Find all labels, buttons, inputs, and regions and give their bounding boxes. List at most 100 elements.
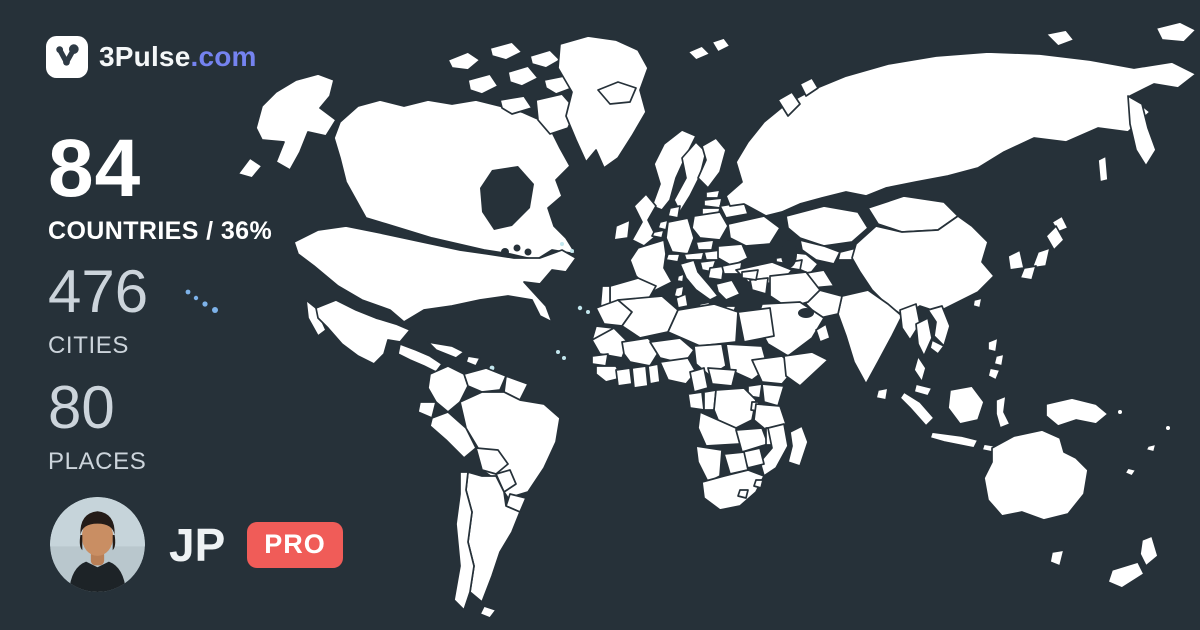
country-russia[interactable] <box>1127 95 1157 167</box>
country-serbia[interactable] <box>707 265 725 281</box>
country-belgium[interactable] <box>651 229 665 239</box>
country-canada-islands[interactable] <box>529 49 561 69</box>
country-cambodia[interactable] <box>929 339 945 355</box>
country-kenya[interactable] <box>761 383 785 407</box>
country-namibia[interactable] <box>695 445 723 483</box>
country-java[interactable] <box>929 431 979 449</box>
country-new-siberian[interactable] <box>1045 29 1075 47</box>
country-ecuador[interactable] <box>417 401 437 419</box>
country-azores[interactable] <box>560 242 564 246</box>
country-alaska[interactable] <box>255 73 337 171</box>
country-tasmania[interactable] <box>1049 549 1065 567</box>
country-new-zealand[interactable] <box>1139 535 1159 567</box>
country-canada-islands[interactable] <box>507 65 539 87</box>
country-philippines[interactable] <box>993 353 1005 367</box>
country-oman[interactable] <box>815 323 831 343</box>
country-hawaii[interactable] <box>193 295 199 301</box>
country-uzbekistan[interactable] <box>799 239 841 265</box>
country-taiwan[interactable] <box>972 297 983 309</box>
country-ghana[interactable] <box>631 365 649 389</box>
country-india[interactable] <box>837 289 903 385</box>
country-australia[interactable] <box>983 429 1089 521</box>
country-bolivia[interactable] <box>475 447 509 475</box>
country-italy[interactable] <box>679 259 719 301</box>
country-car[interactable] <box>707 367 737 387</box>
country-angola[interactable] <box>697 411 741 447</box>
country-iran[interactable] <box>769 271 821 309</box>
country-tunisia[interactable] <box>675 293 689 309</box>
country-corsica[interactable] <box>676 273 685 283</box>
country-chukotka[interactable] <box>1155 21 1197 43</box>
country-mexico[interactable] <box>315 299 411 365</box>
country-switzerland[interactable] <box>665 253 681 263</box>
country-japan[interactable] <box>1045 225 1065 251</box>
country-denmark[interactable] <box>667 205 681 219</box>
country-zambia[interactable] <box>735 427 769 453</box>
country-kazakhstan[interactable] <box>785 205 869 247</box>
country-hungary[interactable] <box>703 249 721 261</box>
country-pacific-islands[interactable] <box>1124 467 1137 477</box>
country-alaska[interactable] <box>237 157 263 179</box>
country-swaziland[interactable] <box>753 479 764 489</box>
country-canaries[interactable] <box>586 310 590 314</box>
country-somalia[interactable] <box>783 351 829 387</box>
country-baja[interactable] <box>305 299 327 337</box>
country-niger[interactable] <box>649 337 695 365</box>
country-sulawesi[interactable] <box>995 395 1011 429</box>
country-pacific-islands[interactable] <box>1145 443 1157 453</box>
country-czech[interactable] <box>695 239 715 251</box>
country-cape-verde[interactable] <box>562 356 566 360</box>
country-gabon[interactable] <box>687 391 705 411</box>
country-togo-benin[interactable] <box>647 363 661 385</box>
country-mozambique[interactable] <box>759 423 789 477</box>
country-senegal[interactable] <box>591 353 609 367</box>
country-azores[interactable] <box>570 249 574 253</box>
country-germany[interactable] <box>665 217 695 255</box>
country-norway[interactable] <box>651 129 697 211</box>
country-sumatra[interactable] <box>899 391 935 427</box>
country-novaya-zemlya[interactable] <box>799 77 819 97</box>
country-philippines[interactable] <box>987 367 1001 381</box>
brand-logo[interactable]: 3Pulse.com <box>46 36 257 78</box>
country-canaries[interactable] <box>577 305 583 311</box>
country-peru[interactable] <box>429 411 477 459</box>
country-canada-islands[interactable] <box>447 51 481 71</box>
country-finland[interactable] <box>697 137 727 189</box>
country-japan[interactable] <box>1019 265 1037 281</box>
country-korea[interactable] <box>1007 249 1025 271</box>
country-libya[interactable] <box>667 303 739 347</box>
country-netherlands[interactable] <box>657 219 669 231</box>
country-malaysia[interactable] <box>913 383 933 397</box>
country-ivory-coast[interactable] <box>615 367 633 387</box>
country-cuba[interactable] <box>427 341 465 359</box>
country-thailand[interactable] <box>915 317 933 357</box>
country-iceland[interactable] <box>597 81 637 105</box>
country-canada-islands[interactable] <box>535 93 577 135</box>
country-cape-verde[interactable] <box>556 350 560 354</box>
country-estonia[interactable] <box>705 189 721 199</box>
country-austria[interactable] <box>683 251 705 261</box>
country-greenland[interactable] <box>557 35 649 169</box>
country-borneo[interactable] <box>947 385 985 425</box>
country-chile[interactable] <box>453 471 475 611</box>
country-hawaii[interactable] <box>202 301 208 307</box>
country-russia[interactable] <box>725 51 1197 217</box>
country-tierra-del-fuego[interactable] <box>479 605 497 619</box>
country-thailand[interactable] <box>913 355 927 383</box>
country-greece[interactable] <box>715 279 741 301</box>
avatar[interactable] <box>50 497 145 592</box>
country-japan[interactable] <box>1031 247 1051 269</box>
country-sri-lanka[interactable] <box>875 387 889 401</box>
country-myanmar[interactable] <box>899 303 921 341</box>
country-canada-islands[interactable] <box>489 41 523 61</box>
country-china[interactable] <box>851 215 995 317</box>
country-madagascar[interactable] <box>787 425 809 467</box>
country-drc[interactable] <box>713 387 757 429</box>
country-iraq[interactable] <box>749 277 769 295</box>
country-new-guinea[interactable] <box>1045 397 1109 427</box>
country-pacific-islands[interactable] <box>1166 426 1170 430</box>
country-ireland[interactable] <box>613 219 631 241</box>
country-romania[interactable] <box>717 243 749 267</box>
country-venezuela[interactable] <box>463 367 507 393</box>
